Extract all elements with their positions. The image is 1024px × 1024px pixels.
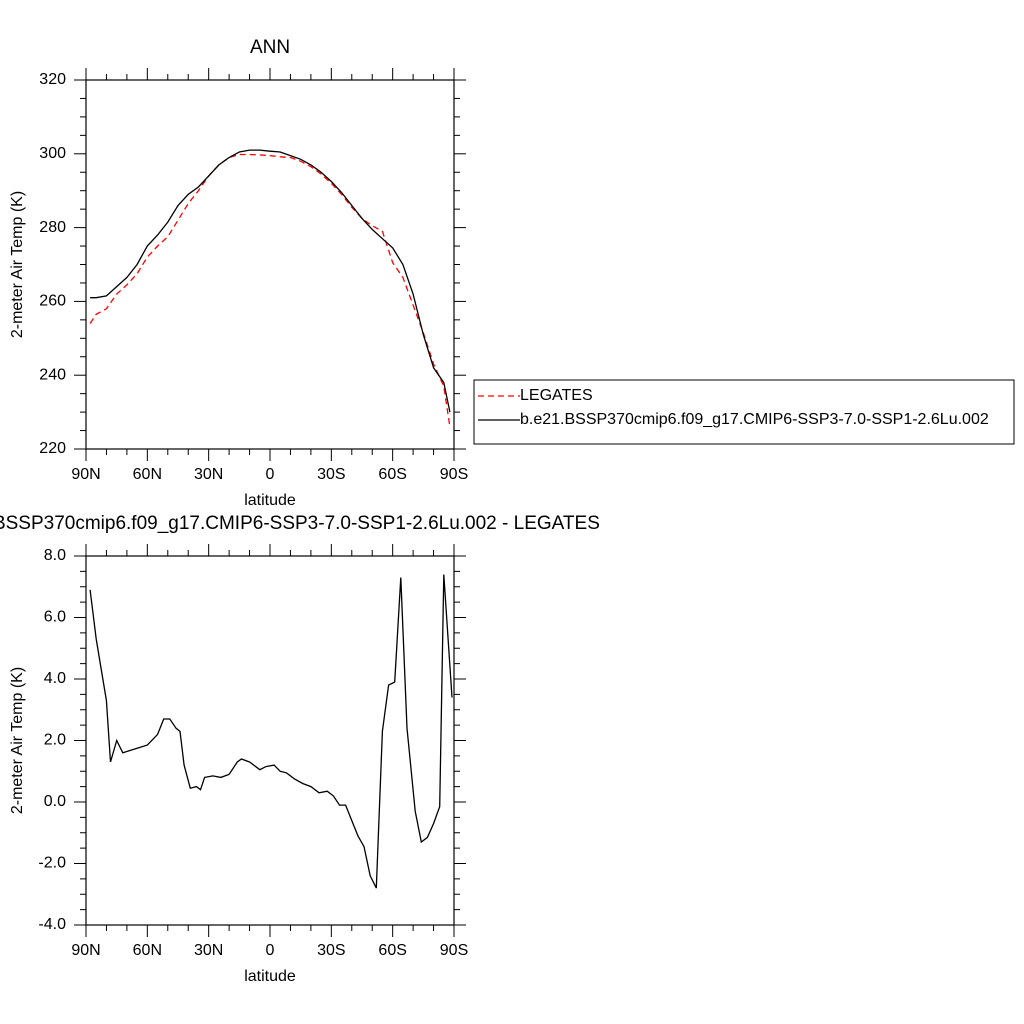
x-tick-label: 90S — [440, 466, 468, 483]
x-tick-label: 60S — [378, 466, 406, 483]
x-tick-label: 90S — [440, 942, 468, 959]
y-tick-label: 280 — [39, 219, 66, 236]
y-tick-label: 6.0 — [44, 609, 66, 626]
y-tick-label: 8.0 — [44, 547, 66, 564]
chart-title: b.e21.BSSP370cmip6.f09_g17.CMIP6-SSP3-7.… — [0, 513, 600, 534]
x-tick-label: 60S — [378, 942, 406, 959]
x-axis-label: latitude — [244, 968, 296, 985]
y-tick-label: 220 — [39, 440, 66, 457]
legend-label: LEGATES — [520, 387, 593, 404]
y-tick-label: 0.0 — [44, 793, 66, 810]
y-tick-label: 240 — [39, 366, 66, 383]
data-line — [90, 149, 451, 413]
x-tick-label: 0 — [266, 466, 275, 483]
x-axis-label: latitude — [244, 492, 296, 509]
y-axis-label: 2-meter Air Temp (K) — [9, 667, 26, 814]
data-line — [89, 153, 451, 427]
x-tick-label: 60N — [133, 466, 162, 483]
legend-box — [473, 379, 1015, 445]
x-tick-label: 30S — [317, 942, 345, 959]
data-line — [89, 574, 453, 889]
y-tick-label: -4.0 — [38, 916, 66, 933]
plot-frame — [85, 79, 455, 450]
chart-title: ANN — [250, 37, 290, 58]
y-tick-label: 4.0 — [44, 670, 66, 687]
y-tick-label: 260 — [39, 293, 66, 310]
x-tick-label: 30N — [194, 942, 223, 959]
y-axis-label: 2-meter Air Temp (K) — [9, 191, 26, 338]
x-tick-label: 30N — [194, 466, 223, 483]
y-tick-label: 2.0 — [44, 732, 66, 749]
y-tick-label: 320 — [39, 71, 66, 88]
y-tick-label: -2.0 — [38, 855, 66, 872]
x-tick-label: 90N — [71, 942, 100, 959]
x-tick-label: 0 — [266, 942, 275, 959]
x-tick-label: 60N — [133, 942, 162, 959]
x-tick-label: 30S — [317, 466, 345, 483]
x-tick-label: 90N — [71, 466, 100, 483]
legend-label: b.e21.BSSP370cmip6.f09_g17.CMIP6-SSP3-7.… — [520, 411, 989, 428]
y-tick-label: 300 — [39, 145, 66, 162]
